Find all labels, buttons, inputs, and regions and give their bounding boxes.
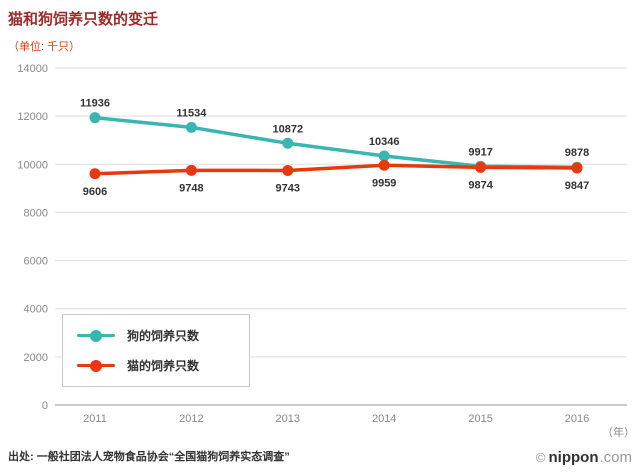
data-point [475, 161, 487, 173]
legend-item-cats: 猫的饲养只数 [77, 357, 235, 374]
x-tick-label: 2011 [83, 413, 107, 425]
value-label: 9874 [468, 179, 493, 191]
x-tick-label: 2012 [179, 413, 203, 425]
value-label: 9847 [565, 180, 589, 192]
logo-name: nippon [548, 449, 599, 466]
data-point [378, 159, 390, 171]
series-line [93, 163, 579, 176]
legend-label-dogs: 狗的饲养只数 [127, 329, 200, 343]
value-label: 9606 [83, 186, 107, 198]
legend: 狗的饲养只数 猫的饲养只数 [62, 314, 250, 387]
data-point [185, 121, 197, 133]
logo-tld: .com [599, 449, 632, 466]
series-dogs: 11936 11534 10872 10346 9917 9878 [80, 98, 589, 173]
value-label: 9743 [276, 182, 300, 194]
value-label: 10346 [369, 136, 400, 148]
dog-series-marker-icon [77, 329, 115, 342]
data-point [378, 150, 390, 162]
copyright-icon: © [535, 450, 546, 465]
value-label: 9748 [179, 182, 203, 194]
x-tick-label: 2016 [565, 413, 589, 425]
data-point [571, 162, 583, 174]
y-tick-label: 14000 [17, 63, 48, 75]
legend-label-cats: 猫的饲养只数 [127, 359, 200, 373]
data-point [89, 168, 101, 180]
y-tick-label: 4000 [24, 304, 48, 316]
data-point [282, 137, 294, 149]
x-axis-unit-label: （年） [602, 425, 635, 439]
value-label: 11534 [176, 107, 207, 119]
nippon-logo: © nippon .com [536, 449, 632, 466]
value-label: 9878 [565, 147, 589, 159]
unit-label: （单位: 千只） [8, 41, 81, 53]
y-tick-label: 2000 [24, 352, 48, 364]
data-point [185, 164, 197, 176]
y-tick-label: 12000 [17, 111, 48, 123]
cat-series-dot-icon [90, 359, 102, 372]
gridlines-and-yaxis: 0 2000 4000 6000 8000 10000 12000 14000 [17, 63, 627, 412]
cat-series-marker-icon [77, 359, 115, 372]
y-tick-label: 0 [42, 400, 48, 412]
y-tick-label: 10000 [17, 159, 48, 171]
series-line [93, 115, 579, 169]
dog-series-dot-icon [90, 329, 102, 342]
value-label: 9959 [372, 177, 396, 189]
value-label: 10872 [273, 123, 304, 135]
y-tick-label: 6000 [24, 256, 48, 268]
series-cats: 9606 9748 9743 9959 9874 9847 [83, 159, 589, 198]
chart-title: 猫和狗饲养只数的变迁 [8, 11, 159, 28]
x-tick-label: 2014 [372, 413, 396, 425]
data-point [89, 112, 101, 124]
data-point [282, 164, 294, 176]
value-label: 9917 [468, 146, 492, 158]
x-tick-label: 2015 [468, 413, 492, 425]
value-label: 11936 [80, 98, 110, 110]
legend-item-dogs: 狗的饲养只数 [77, 327, 235, 344]
x-tick-label: 2013 [276, 413, 300, 425]
y-tick-label: 8000 [24, 207, 48, 219]
source-note: 出处: 一般社团法人宠物食品协会“全国猫狗饲养实态调查” [8, 451, 290, 463]
x-axis-labels: 2011 2012 2013 2014 2015 2016 （年） [83, 413, 635, 439]
